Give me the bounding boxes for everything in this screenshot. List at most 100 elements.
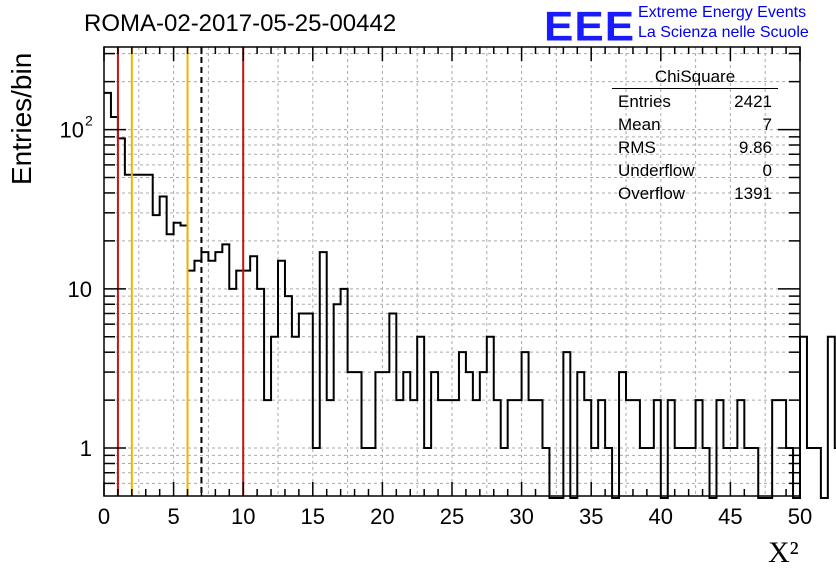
histogram-series (104, 91, 836, 499)
histogram-bin (577, 372, 584, 496)
brand-line-1: Extreme Energy Events (638, 4, 807, 21)
histogram-bin (619, 372, 626, 496)
histogram-bin (487, 337, 494, 496)
histogram-bin (744, 448, 751, 496)
histogram-bin (480, 372, 487, 496)
histogram-bin (473, 400, 480, 496)
histogram-bin (285, 296, 292, 496)
stats-label: Overflow (618, 184, 686, 203)
histogram-bin (501, 448, 508, 496)
histogram-bin (375, 372, 382, 496)
stats-label: RMS (618, 138, 656, 157)
histogram-bin (563, 352, 570, 496)
histogram-bin (716, 400, 723, 496)
x-tick-label: 45 (718, 504, 742, 529)
stats-box: ChiSquare Entries 2421 Mean 7 RMS 9.86 U… (612, 67, 778, 205)
stats-row-entries: Entries 2421 (612, 90, 778, 113)
histogram-bin (271, 337, 278, 496)
histogram-bin (626, 400, 633, 496)
x-tick-label: 15 (301, 504, 325, 529)
histogram-bin (222, 244, 229, 496)
histogram-bin (236, 271, 243, 496)
x-tick-label: 20 (370, 504, 394, 529)
histogram-bin (264, 400, 271, 496)
histogram-bin (696, 400, 703, 496)
histogram-bin (584, 400, 591, 496)
histogram-bin (689, 448, 696, 496)
histogram-bin (654, 400, 661, 496)
histogram-bin (278, 261, 285, 496)
histogram-bin (529, 400, 536, 496)
histogram-bin (703, 448, 710, 496)
eee-logo: EEE (544, 3, 636, 50)
axes (103, 46, 801, 497)
histogram-bin (438, 400, 445, 496)
histogram-bin (243, 271, 250, 496)
x-tick-label: 10 (231, 504, 255, 529)
stats-label: Mean (618, 115, 661, 134)
stats-title: ChiSquare (612, 67, 778, 89)
x-tick-label: 5 (167, 504, 179, 529)
y-tick-exponent: 2 (85, 113, 93, 129)
stats-row-overflow: Overflow 1391 (612, 182, 778, 205)
histogram-bin (382, 372, 389, 496)
histogram-bin (508, 400, 515, 496)
histogram-bin (174, 223, 181, 496)
stats-value: 9.86 (738, 138, 772, 157)
histogram-bin (605, 448, 612, 496)
histogram-bin (417, 337, 424, 496)
histogram-bin (737, 400, 744, 496)
histogram-bin (682, 448, 689, 496)
histogram-bin (194, 261, 201, 496)
histogram-bin (410, 400, 417, 496)
stats-label: Entries (618, 92, 671, 111)
histogram-bin (466, 372, 473, 496)
histogram-bin (522, 352, 529, 496)
reference-lines (116, 47, 245, 496)
x-tick-label: 35 (579, 504, 603, 529)
histogram-bin (146, 175, 153, 496)
histogram-bin (355, 372, 362, 496)
stats-row-mean: Mean 7 (612, 113, 778, 136)
histogram-bin (313, 448, 320, 496)
histogram-bin (341, 289, 348, 496)
histogram-bin (306, 313, 313, 496)
histogram-bin (111, 117, 118, 496)
stats-value: 2421 (734, 92, 772, 111)
y-tick-label: 10 (68, 277, 92, 302)
x-tick-label: 50 (788, 504, 812, 529)
x-axis-label: X² (768, 536, 799, 569)
stats-row-rms: RMS 9.86 (612, 136, 778, 159)
x-tick-label: 40 (649, 504, 673, 529)
histogram-bin (542, 448, 549, 496)
histogram-bin (730, 448, 737, 496)
histogram-bin (160, 196, 167, 496)
histogram-bin (104, 93, 111, 496)
histogram-bin (139, 175, 146, 496)
histogram-bin (201, 252, 208, 496)
histogram-bin (452, 400, 459, 496)
stats-value: 7 (762, 115, 772, 134)
histogram-bin (362, 448, 369, 496)
stats-row-underflow: Underflow 0 (612, 159, 778, 182)
histogram-bin (591, 448, 598, 496)
histogram-bin (536, 400, 543, 496)
histogram-bin (208, 261, 215, 496)
histogram-bin (320, 252, 327, 496)
histogram-bin (368, 448, 375, 496)
histogram-bin (348, 372, 355, 496)
histogram-bin (132, 175, 139, 496)
histogram-bin (828, 337, 835, 496)
histogram-bin (675, 448, 682, 496)
histogram-bin (515, 400, 522, 496)
histogram-bin (389, 313, 396, 496)
histogram (104, 91, 836, 499)
histogram-bin (494, 400, 501, 496)
chart-title: ROMA-02-2017-05-25-00442 (84, 10, 397, 37)
histogram-bin (800, 337, 807, 496)
stats-label: Underflow (618, 161, 695, 180)
histogram-bin (598, 400, 605, 496)
histogram-bin (640, 448, 647, 496)
histogram-bin (229, 289, 236, 496)
